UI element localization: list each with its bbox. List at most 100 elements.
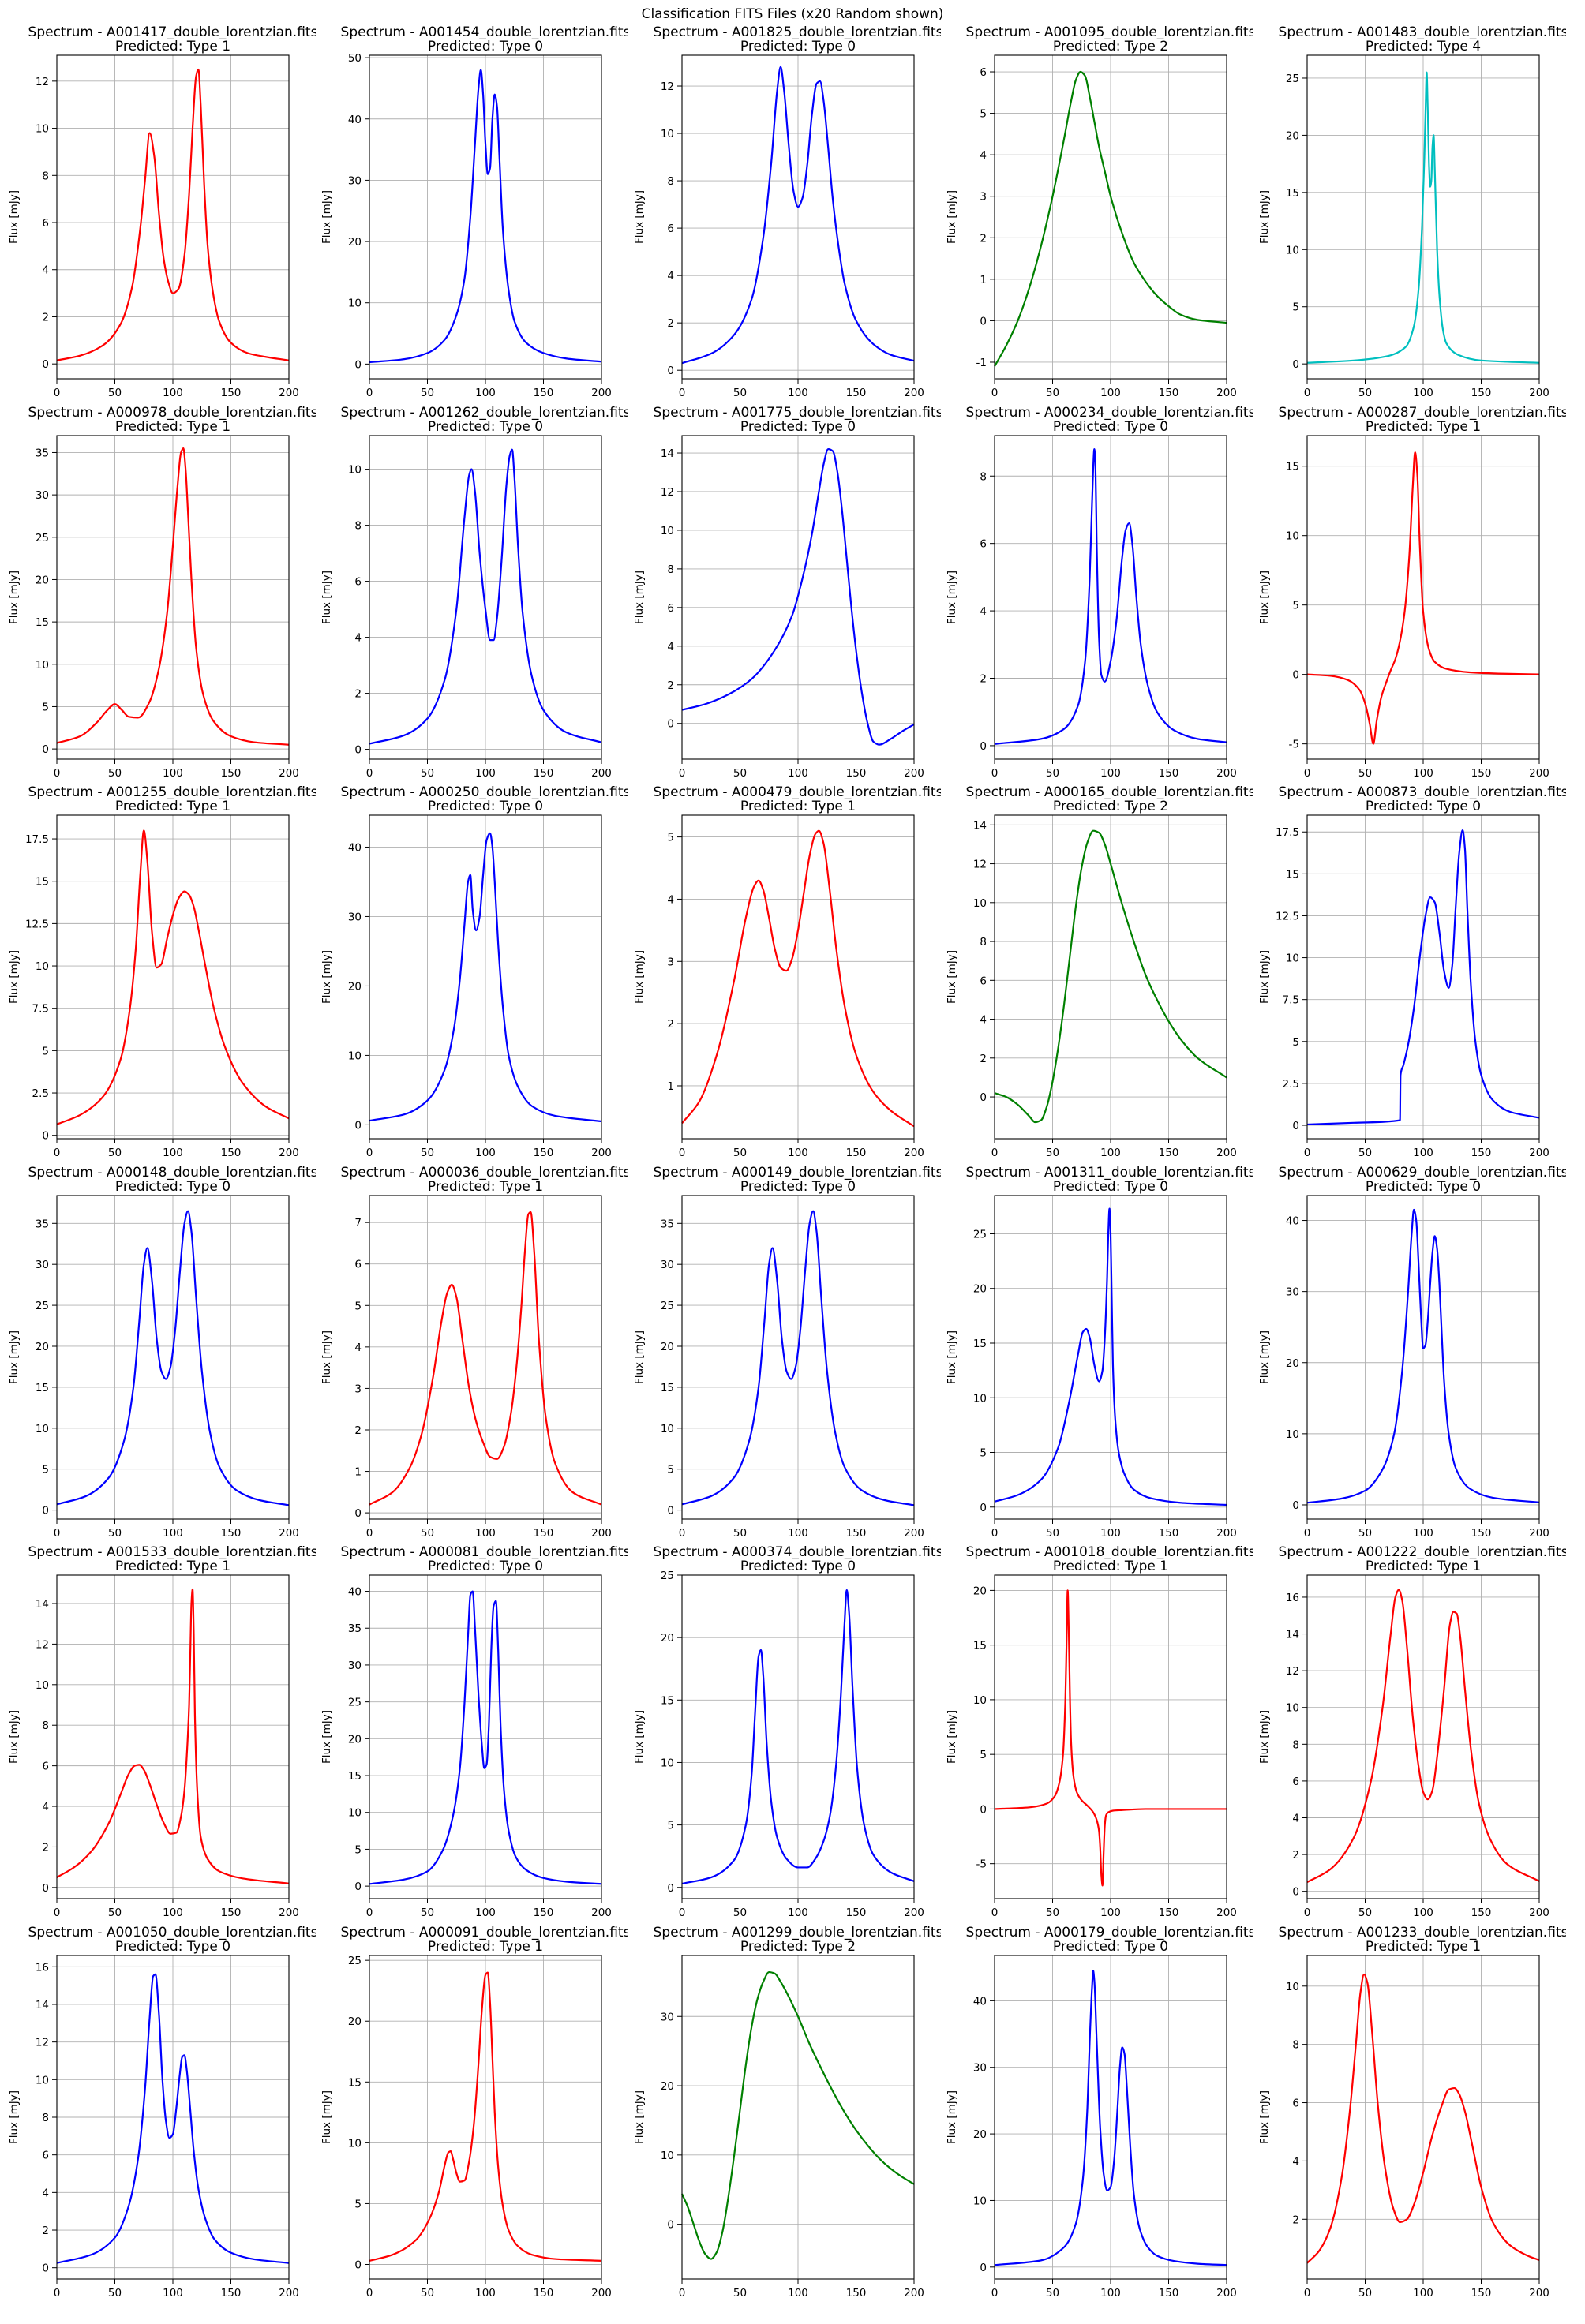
x-tick-label: 200	[904, 2287, 924, 2296]
y-tick-label: 20	[973, 2128, 987, 2141]
y-tick-label: 10	[36, 1423, 49, 1435]
y-tick-label: 30	[36, 1259, 49, 1271]
y-tick-label: 0	[980, 1803, 987, 1816]
y-tick-label: 30	[36, 489, 49, 502]
y-tick-label: 20	[36, 574, 49, 586]
panel-subtitle: Predicted: Type 0	[115, 1179, 230, 1195]
x-tick-label: 100	[1413, 1907, 1433, 1916]
x-tick-label: 150	[534, 2287, 554, 2296]
y-axis-label: Flux [mJy]	[633, 1710, 646, 1764]
x-tick-label: 150	[534, 387, 554, 396]
y-tick-label: 12	[1286, 1665, 1299, 1678]
y-tick-label: 10	[348, 1807, 362, 1820]
y-tick-label: 5	[42, 1464, 49, 1476]
y-tick-label: 20	[348, 980, 362, 993]
y-tick-label: 30	[348, 911, 362, 923]
x-tick-label: 200	[1216, 767, 1237, 777]
y-tick-label: 12	[661, 80, 674, 93]
x-tick-label: 150	[1159, 767, 1179, 777]
y-axis-label: Flux [mJy]	[633, 1330, 646, 1384]
x-tick-label: 200	[279, 387, 299, 396]
panel-title: Spectrum - A000148_double_lorentzian.fit…	[28, 1165, 316, 1181]
x-tick-label: 200	[1529, 1147, 1549, 1156]
panel-subtitle: Predicted: Type 0	[428, 1559, 543, 1574]
x-tick-label: 150	[1159, 387, 1179, 396]
x-tick-label: 200	[591, 1147, 612, 1156]
x-tick-label: 150	[534, 1527, 554, 1536]
y-tick-label: 30	[348, 1660, 362, 1672]
y-tick-label: 0	[42, 743, 49, 756]
y-tick-label: 2	[667, 317, 674, 330]
y-tick-label: 0	[1292, 358, 1299, 371]
y-tick-label: 25	[973, 1228, 987, 1241]
spectrum-panel: Spectrum - A000287_double_lorentzian.fit…	[1258, 405, 1566, 777]
y-tick-label: 10	[36, 960, 49, 973]
y-tick-label: 5	[42, 1045, 49, 1057]
y-axis-label: Flux [mJy]	[946, 950, 958, 1004]
panel-subtitle: Predicted: Type 1	[428, 1179, 543, 1195]
x-tick-label: 50	[108, 1147, 122, 1156]
panel-title: Spectrum - A001262_double_lorentzian.fit…	[341, 405, 628, 421]
y-tick-label: 15	[1286, 187, 1299, 200]
spectrum-panel: Spectrum - A000479_double_lorentzian.fit…	[633, 784, 941, 1156]
y-axis-label: Flux [mJy]	[320, 1710, 333, 1764]
panel-title: Spectrum - A001299_double_lorentzian.fit…	[654, 1925, 941, 1940]
x-tick-label: 150	[221, 1907, 242, 1916]
x-tick-label: 50	[421, 767, 434, 777]
y-tick-label: 0	[42, 2262, 49, 2275]
y-tick-label: -1	[976, 357, 987, 369]
y-tick-label: 2	[42, 311, 49, 324]
y-tick-label: 2.5	[32, 1087, 49, 1100]
x-tick-label: 150	[1159, 2287, 1179, 2296]
y-tick-label: 16	[36, 1961, 49, 1974]
x-tick-label: 100	[163, 387, 183, 396]
panel-title: Spectrum - A001311_double_lorentzian.fit…	[966, 1165, 1253, 1181]
y-tick-label: 20	[973, 1585, 987, 1597]
y-tick-label: 5	[354, 1843, 362, 1856]
y-tick-label: 8	[667, 563, 674, 576]
x-tick-label: 200	[1529, 387, 1549, 396]
x-tick-label: 200	[1529, 1527, 1549, 1536]
panel-title: Spectrum - A000036_double_lorentzian.fit…	[341, 1165, 628, 1181]
panel-title: Spectrum - A001095_double_lorentzian.fit…	[966, 24, 1253, 40]
y-tick-label: 6	[354, 1259, 362, 1271]
y-tick-label: 20	[348, 236, 362, 249]
x-tick-label: 50	[108, 1527, 122, 1536]
x-tick-label: 0	[679, 387, 686, 396]
x-tick-label: 150	[221, 767, 242, 777]
y-tick-label: 20	[36, 1341, 49, 1353]
panel-subtitle: Predicted: Type 1	[740, 799, 856, 814]
y-tick-label: 10	[348, 2137, 362, 2150]
y-tick-label: 25	[36, 1300, 49, 1312]
y-tick-label: 30	[348, 174, 362, 187]
y-tick-label: 2	[667, 679, 674, 692]
y-tick-label: 10	[36, 2074, 49, 2086]
y-tick-label: 20	[661, 1341, 674, 1353]
x-tick-label: 50	[108, 767, 122, 777]
x-tick-label: 150	[221, 1147, 242, 1156]
series-line	[56, 829, 290, 1125]
panel-title: Spectrum - A000179_double_lorentzian.fit…	[966, 1925, 1253, 1940]
series-line	[681, 448, 915, 746]
y-tick-label: 25	[1286, 73, 1299, 85]
panel-subtitle: Predicted: Type 1	[1366, 1939, 1481, 1955]
spectrum-panel: Spectrum - A001454_double_lorentzian.fit…	[320, 24, 628, 396]
x-tick-label: 100	[1100, 1147, 1121, 1156]
y-tick-label: 1	[354, 1466, 362, 1479]
x-tick-label: 50	[1046, 1907, 1059, 1916]
x-tick-label: 200	[591, 387, 612, 396]
y-tick-label: 5	[354, 2198, 362, 2210]
y-tick-label: 10	[973, 2195, 987, 2207]
panel-title: Spectrum - A001222_double_lorentzian.fit…	[1279, 1544, 1566, 1560]
y-tick-label: 7.5	[1283, 994, 1299, 1007]
y-tick-label: 17.5	[25, 833, 49, 846]
y-tick-label: 2	[354, 1424, 362, 1437]
panel-subtitle: Predicted: Type 0	[115, 1939, 230, 1955]
panel-subtitle: Predicted: Type 1	[1366, 419, 1481, 435]
panel-title: Spectrum - A000149_double_lorentzian.fit…	[654, 1165, 941, 1181]
panel-title: Spectrum - A001775_double_lorentzian.fit…	[654, 405, 941, 421]
y-tick-label: 10	[36, 1679, 49, 1692]
y-axis-label: Flux [mJy]	[8, 2090, 21, 2144]
y-tick-label: 4	[1292, 2155, 1299, 2168]
panel-subtitle: Predicted: Type 1	[1366, 1559, 1481, 1574]
